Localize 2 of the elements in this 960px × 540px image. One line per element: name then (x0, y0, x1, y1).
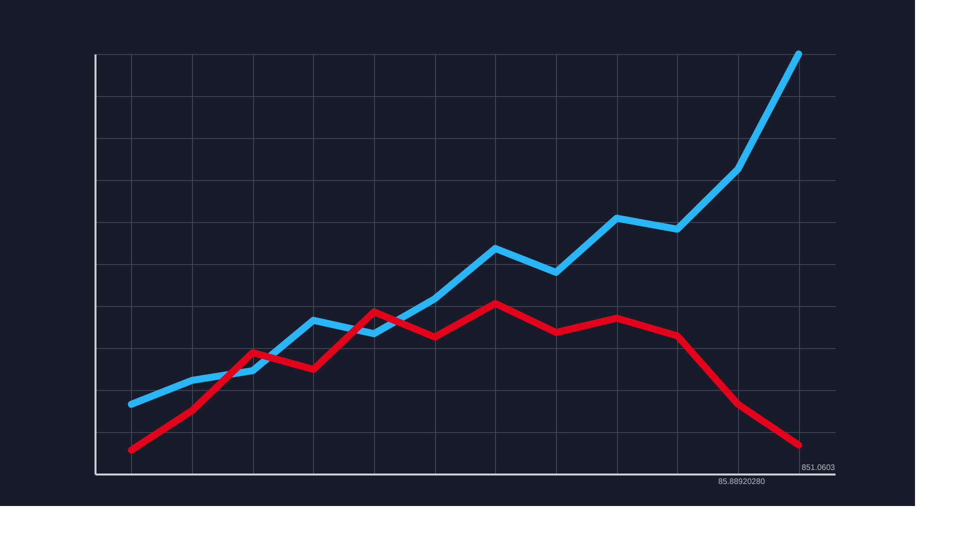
text: 85.88920280 (718, 477, 766, 486)
annotation: 851.0603 (802, 463, 836, 472)
